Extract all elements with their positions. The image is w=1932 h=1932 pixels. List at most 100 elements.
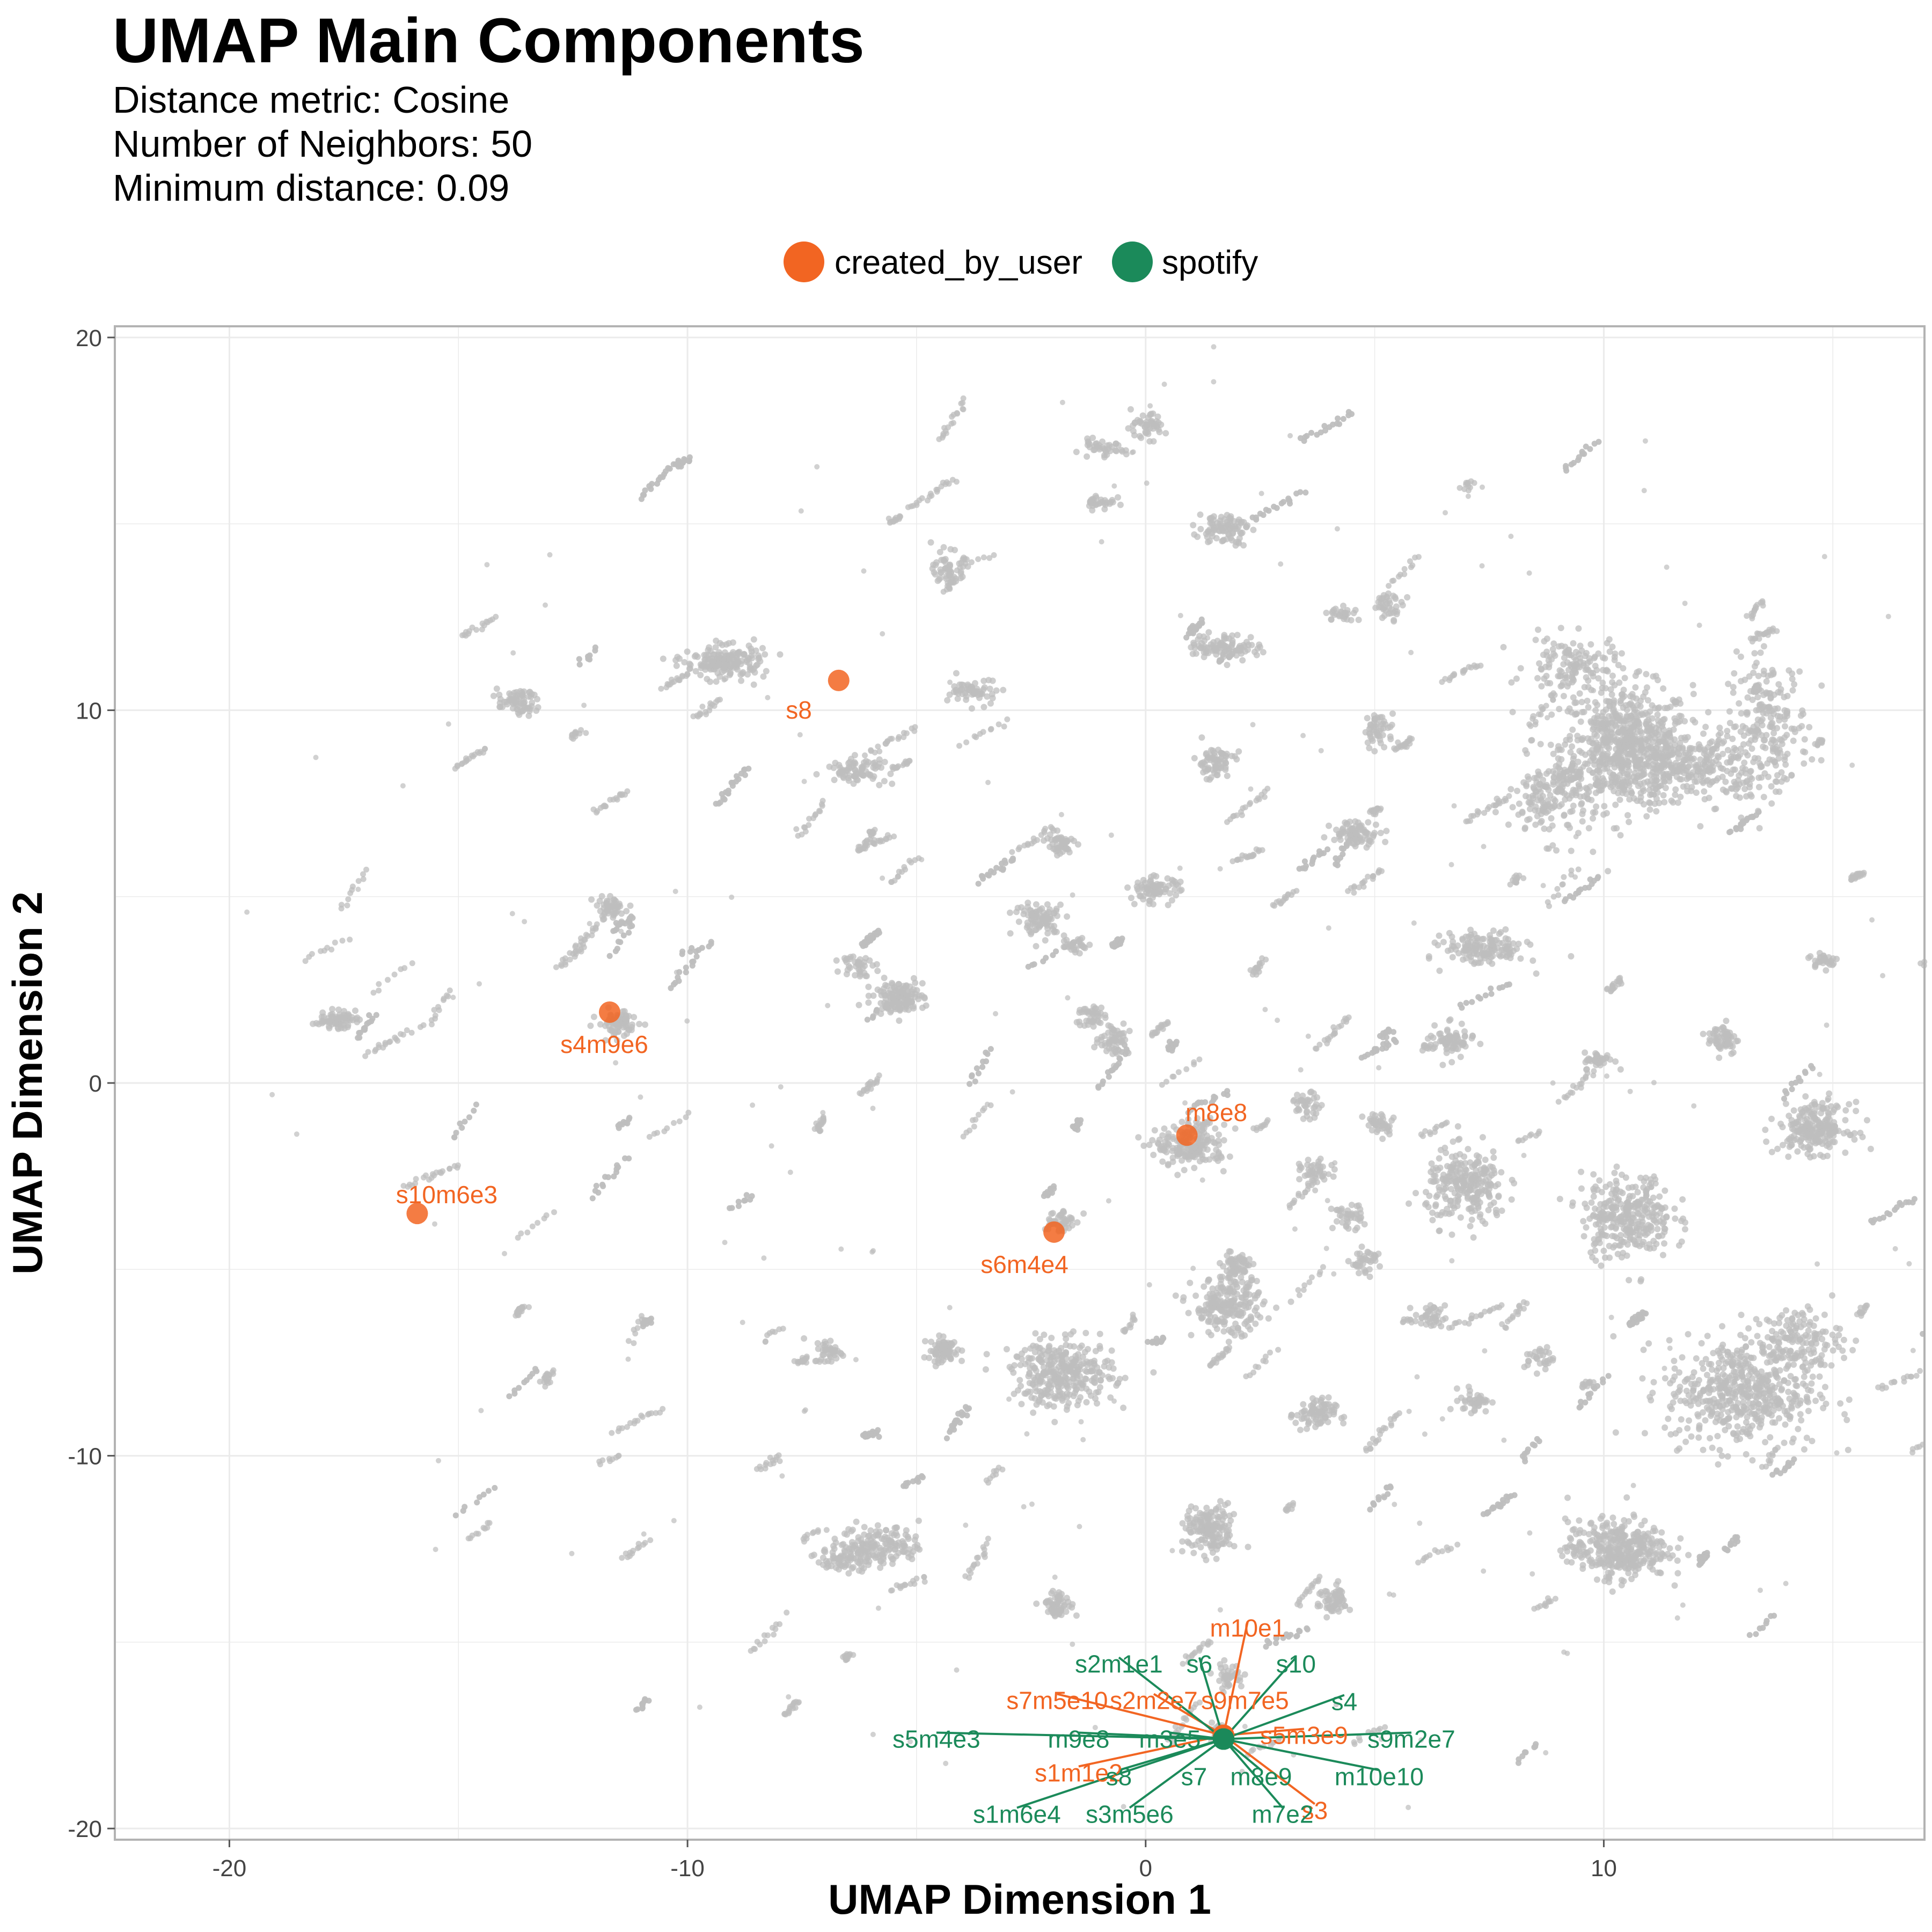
background-point [1741,759,1748,766]
background-point [1564,1494,1571,1501]
background-point [1735,753,1741,760]
background-point [1783,1307,1790,1314]
background-point [1748,775,1755,782]
background-point [1015,918,1022,925]
background-point [1203,750,1210,757]
background-point [1768,800,1775,807]
background-point [1447,1163,1454,1170]
background-point [1348,1202,1355,1209]
background-point [1044,901,1051,908]
background-point [1751,650,1758,657]
background-point [1218,1308,1225,1315]
background-point [1490,1154,1497,1161]
background-point [1326,822,1332,829]
background-point [1586,738,1593,745]
background-point [1386,1127,1393,1134]
background-point [1653,808,1660,815]
background-point [1810,1346,1817,1353]
background-point [1671,1582,1678,1589]
background-point [1646,1394,1653,1401]
background-point [1587,718,1594,725]
background-point [1333,1218,1340,1225]
background-point [1035,922,1042,929]
background-point [1642,689,1649,696]
background-point [1639,746,1646,753]
background-point [1218,763,1225,770]
background-point [1681,1226,1688,1233]
background-point [1353,1224,1360,1231]
background-point [1685,1331,1692,1338]
background-point [1344,1214,1351,1221]
background-point [1301,1172,1308,1179]
background-point [1115,442,1122,449]
background-point [1592,699,1599,706]
background-point [1618,650,1625,657]
background-point [1212,756,1219,763]
background-point [1526,816,1533,823]
background-point [1625,762,1632,769]
background-point [1472,1173,1479,1180]
background-point [1422,1201,1429,1208]
background-point [1227,520,1233,527]
background-point [1033,901,1040,908]
background-point [1726,720,1733,727]
background-point [1165,1140,1172,1147]
background-point [1593,1540,1600,1547]
background-point [1662,1375,1668,1382]
background-point [1660,792,1667,799]
background-point [1199,762,1206,769]
background-point [1662,1187,1668,1194]
background-point [1676,1387,1683,1394]
background-point [1120,1020,1127,1027]
background-point [1463,1167,1470,1174]
background-point [1548,815,1555,822]
background-point [1468,945,1475,952]
background-point [1490,946,1497,953]
background-point [1757,1424,1763,1431]
background-point [1550,750,1557,757]
background-point [1843,1416,1850,1423]
background-point [1296,1176,1303,1183]
background-point [1580,793,1587,800]
background-point [1593,722,1600,729]
background-point [1453,1029,1460,1036]
background-point [1190,522,1197,529]
background-point [1565,647,1572,654]
background-point [1618,1527,1625,1534]
background-point [1192,650,1199,657]
background-point [1577,718,1584,725]
background-point [1675,696,1682,703]
background-point [1592,707,1599,714]
background-point [1153,423,1160,430]
background-point [1607,1553,1614,1560]
background-point [1201,1307,1208,1314]
background-point [1596,1177,1603,1184]
background-point [1494,1212,1501,1219]
background-point [1640,1225,1646,1232]
background-point [1563,674,1570,681]
background-point [1218,514,1225,521]
background-point [1633,763,1639,770]
background-point [1700,1365,1707,1372]
background-point [1769,1328,1776,1335]
background-point [1361,1221,1368,1228]
background-point [1644,778,1651,785]
background-point [1678,1218,1685,1224]
background-point [1650,1557,1657,1564]
background-point [1622,702,1629,709]
background-point [1613,1235,1620,1242]
legend-marker-created_by_user [784,241,824,282]
background-point [1576,783,1583,789]
background-point [1217,1299,1224,1306]
background-point [1220,528,1227,535]
background-point [1677,775,1684,782]
background-point [1811,1336,1818,1343]
background-point [1580,1218,1587,1225]
background-point [1613,1177,1620,1184]
background-point [1482,1157,1489,1163]
background-point [1436,1155,1443,1162]
background-point [1467,954,1474,960]
background-point [1801,736,1808,743]
background-point [1705,709,1712,716]
background-point [1590,1193,1597,1200]
